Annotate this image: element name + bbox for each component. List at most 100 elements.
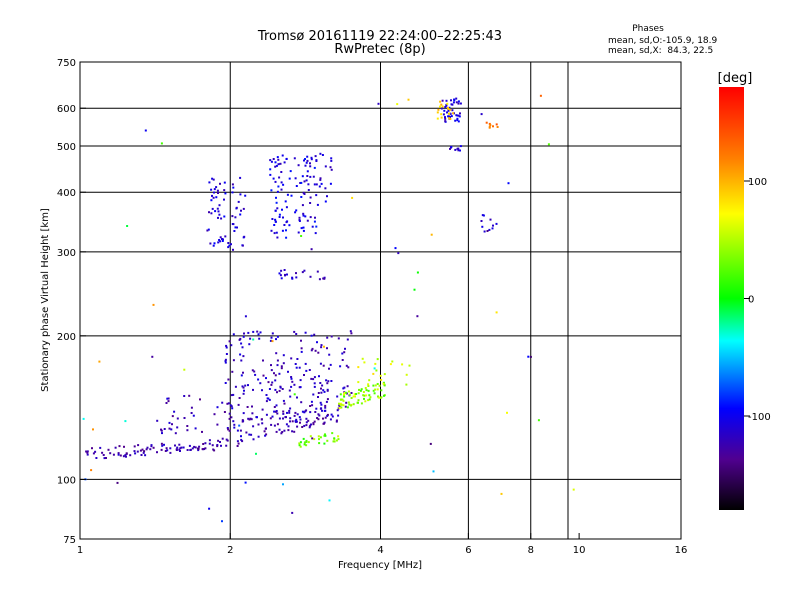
echo-point (376, 358, 379, 361)
echo-point (347, 366, 350, 369)
echo-point (201, 430, 203, 433)
colorbar-tick-label: 0 (748, 295, 754, 306)
echo-point (445, 99, 448, 102)
echo-point (320, 387, 322, 390)
echo-point (256, 416, 258, 419)
echo-point (304, 158, 306, 160)
echo-point (257, 378, 260, 381)
echo-point (270, 364, 272, 367)
echo-point (273, 410, 276, 413)
echo-point (318, 442, 321, 445)
echo-point (282, 362, 285, 365)
echo-point (355, 393, 358, 395)
echo-point (253, 370, 256, 373)
chart-title: Tromsø 20161119 22:24:00–22:25:43 (257, 29, 502, 44)
echo-point (326, 336, 329, 339)
echo-point (372, 389, 375, 392)
echo-point (232, 393, 235, 396)
echo-point (283, 161, 286, 164)
echo-point (218, 239, 221, 241)
echo-point (82, 417, 85, 420)
echo-point (86, 450, 89, 453)
echo-point (383, 384, 386, 387)
echo-point (197, 447, 200, 450)
echo-point (317, 396, 319, 398)
echo-point (234, 226, 237, 229)
x-axis-label: Frequency [MHz] (338, 560, 422, 571)
echo-point (480, 220, 483, 222)
echo-point (283, 402, 286, 405)
echo-point (234, 385, 237, 388)
echo-point (287, 370, 289, 373)
echo-point (310, 158, 313, 161)
echo-point (456, 117, 459, 120)
echo-point (300, 347, 303, 350)
echo-point (330, 168, 333, 171)
echo-point (495, 311, 498, 314)
echo-point (94, 450, 97, 453)
echo-point (291, 511, 294, 514)
echo-point (233, 423, 236, 426)
echo-point (218, 204, 221, 207)
echo-point (506, 411, 508, 414)
echo-point (296, 358, 299, 360)
echo-point (313, 382, 316, 385)
echo-point (232, 248, 234, 251)
echo-point (285, 158, 288, 160)
echo-point (91, 447, 93, 450)
echo-point (452, 101, 455, 104)
echo-point (320, 344, 323, 347)
echo-point (440, 116, 443, 119)
echo-point (285, 423, 288, 426)
echo-point (243, 389, 245, 392)
echo-point (276, 391, 278, 394)
echo-point (276, 359, 279, 362)
echo-point (430, 233, 433, 236)
echo-point (316, 341, 318, 344)
echo-point (276, 412, 279, 415)
echo-point (265, 433, 268, 436)
echo-point (198, 445, 201, 448)
echo-point (269, 339, 272, 342)
echo-point (318, 185, 321, 188)
echo-point (488, 122, 491, 125)
echo-point (125, 452, 128, 455)
echo-point (339, 365, 342, 368)
echo-point (455, 101, 458, 104)
echo-point (160, 429, 163, 432)
echo-point (309, 162, 311, 165)
echo-point (444, 106, 447, 108)
echo-point (345, 391, 348, 394)
echo-point (244, 384, 247, 387)
echo-point (278, 417, 281, 420)
echo-point (309, 411, 312, 414)
echo-point (330, 335, 333, 338)
echo-point (239, 337, 242, 340)
echo-point (270, 229, 273, 232)
echo-point (161, 432, 163, 435)
echo-point (317, 392, 320, 394)
echo-point (241, 346, 244, 349)
echo-point (259, 331, 262, 334)
echo-point (210, 188, 213, 191)
echo-point (303, 180, 306, 183)
echo-point (279, 386, 282, 389)
echo-point (305, 424, 308, 427)
echo-point (313, 333, 316, 336)
echo-point (323, 421, 326, 424)
echo-point (485, 121, 488, 124)
echo-point (114, 446, 117, 449)
echo-point (221, 520, 223, 523)
echo-point (316, 270, 319, 273)
echo-point (151, 355, 154, 358)
echo-point (324, 200, 327, 203)
echo-point (333, 440, 336, 443)
echo-point (492, 125, 494, 128)
echo-point (282, 410, 285, 413)
echo-point (294, 211, 297, 214)
echo-point (374, 388, 377, 391)
echo-point (144, 454, 147, 457)
echo-point (226, 402, 229, 405)
echo-point (328, 353, 331, 356)
echo-point (243, 332, 245, 335)
